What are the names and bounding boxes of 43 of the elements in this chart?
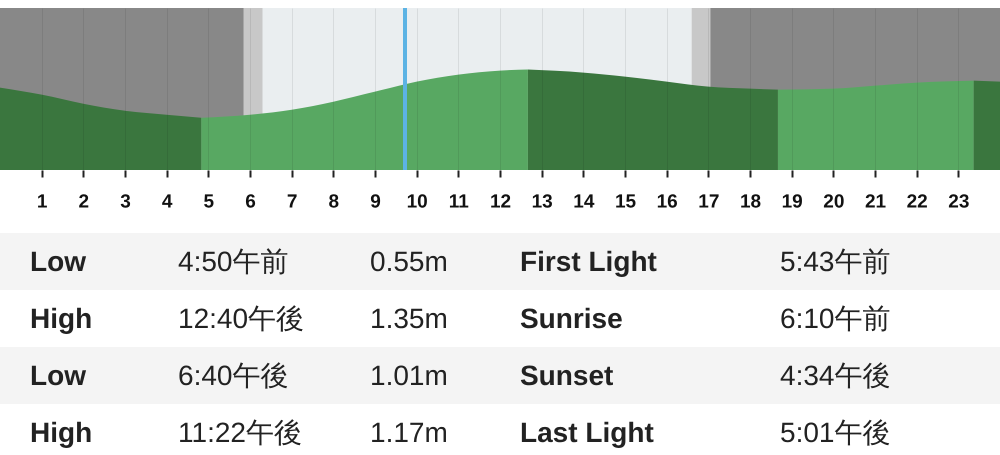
x-tick-label: 18 (740, 192, 762, 212)
text: Last Light (520, 416, 654, 450)
x-tick-label: 1 (36, 192, 48, 212)
text: High (30, 302, 92, 336)
text: 4:34午後 (780, 359, 890, 393)
x-tick-label: 20 (823, 192, 844, 212)
x-tick-label: 2 (78, 192, 90, 212)
text: 5:43午前 (780, 245, 890, 279)
text: 1.17m (370, 416, 448, 450)
text: Sunrise (520, 302, 623, 336)
x-tick-label: 21 (864, 192, 886, 212)
x-tick-label: 9 (370, 192, 381, 212)
text: 6:40午後 (178, 359, 288, 393)
x-tick-label: 4 (162, 192, 173, 212)
text: 5:01午後 (780, 416, 890, 450)
x-tick-label: 12 (490, 192, 512, 212)
text: Low (30, 245, 86, 279)
x-tick-label: 5 (204, 192, 215, 212)
x-tick-label: 13 (532, 192, 553, 212)
text: 4:50午前 (178, 245, 288, 279)
x-tick-label: 19 (782, 192, 803, 212)
x-tick-label: 10 (406, 192, 428, 212)
x-tick-label: 15 (614, 192, 636, 212)
text: 1.01m (370, 359, 448, 393)
x-tick-label: 23 (948, 192, 970, 212)
text: Sunset (520, 359, 614, 393)
text: 11:22午後 (178, 416, 302, 450)
text: Low (30, 359, 86, 393)
text: 0.55m (370, 245, 448, 279)
x-tick-label: 17 (698, 192, 720, 212)
x-tick-label: 22 (906, 192, 928, 212)
x-tick-label: 8 (328, 192, 340, 212)
text: First Light (520, 245, 657, 279)
x-tick-label: 6 (245, 192, 256, 212)
x-tick-label: 14 (573, 192, 595, 212)
x-tick-label: 3 (120, 192, 131, 212)
text: High (30, 416, 92, 450)
text: 12:40午後 (178, 302, 304, 336)
text: 1.35m (370, 302, 448, 336)
text: 6:10午前 (780, 302, 890, 336)
x-tick-label: 16 (656, 192, 678, 212)
x-tick-label: 11 (448, 192, 470, 212)
x-tick-label: 7 (286, 192, 298, 212)
